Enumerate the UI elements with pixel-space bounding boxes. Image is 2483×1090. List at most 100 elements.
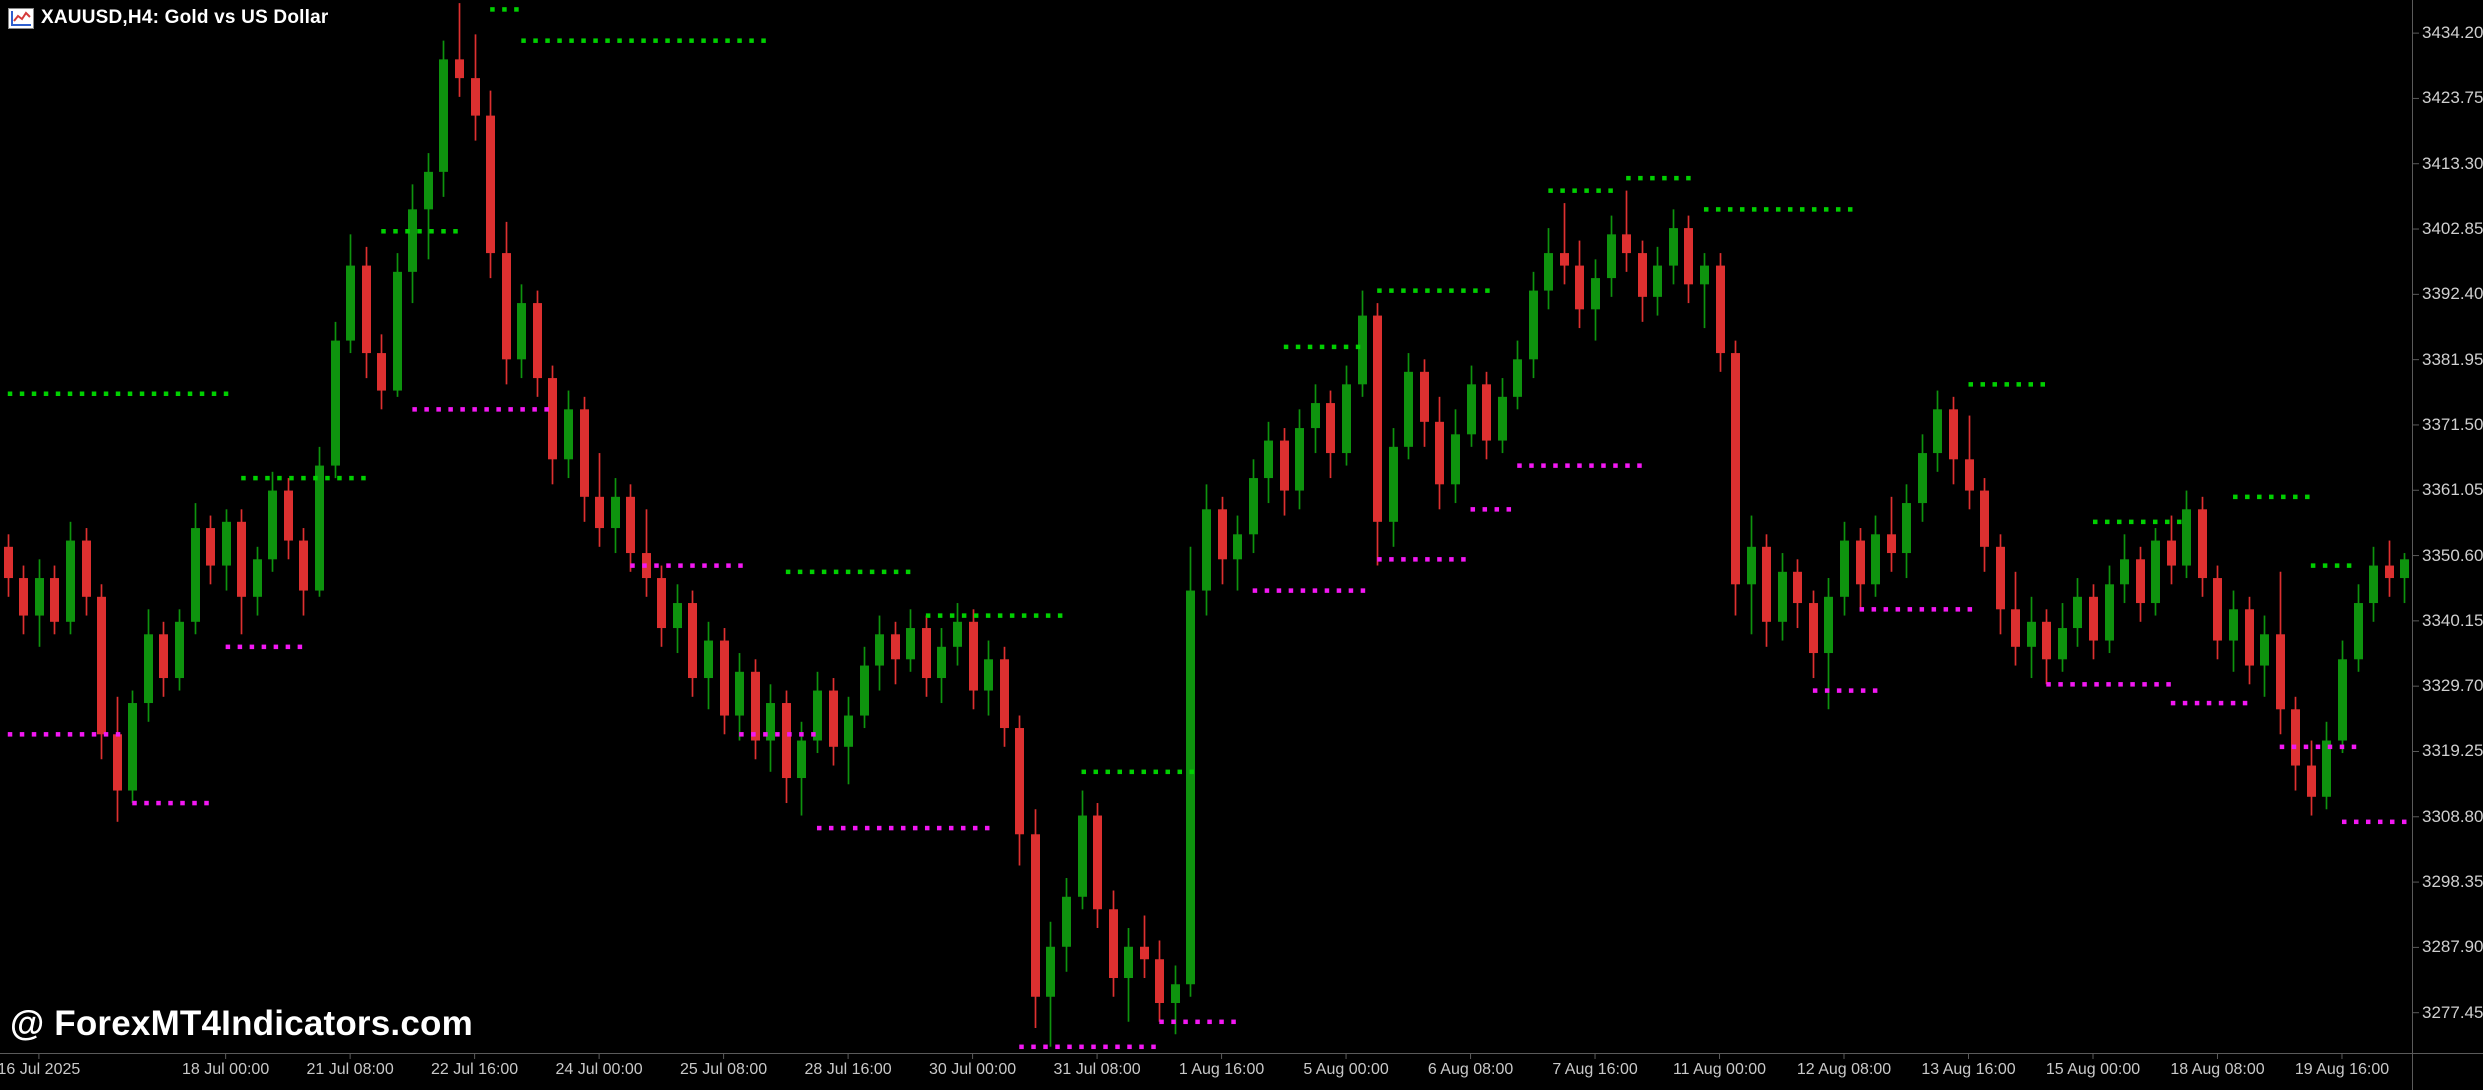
candle — [517, 284, 526, 379]
candle — [1451, 409, 1460, 504]
candle — [1840, 521, 1849, 616]
price-label: 3381.95 — [2422, 349, 2483, 369]
support-dotted-line — [739, 732, 816, 737]
candle — [1498, 378, 1507, 454]
candle — [2011, 571, 2020, 666]
candle — [1435, 396, 1444, 510]
candle — [1249, 459, 1258, 554]
candle — [1747, 515, 1756, 635]
candle — [1996, 534, 2005, 635]
candle — [1933, 390, 1942, 472]
chart-title-bar: XAUUSD,H4: Gold vs US Dollar — [8, 7, 328, 29]
support-dotted-line — [7, 732, 121, 737]
candle — [2245, 596, 2254, 685]
time-label: 18 Jul 00:00 — [182, 1061, 270, 1078]
candle — [626, 484, 635, 572]
candle — [1295, 409, 1304, 510]
support-dotted-line — [1019, 1044, 1156, 1050]
time-label: 11 Aug 00:00 — [1672, 1061, 1767, 1078]
candle — [782, 690, 791, 804]
candle — [66, 521, 75, 635]
candle — [1700, 253, 1709, 329]
time-axis[interactable]: 16 Jul 2025 18 Jul 00:00 21 Jul 08:00 22 Ju… — [0, 1054, 2412, 1090]
resistance-dotted-line — [1283, 344, 1361, 350]
candle — [1031, 809, 1040, 1029]
candle — [829, 678, 838, 766]
candle — [1140, 915, 1149, 979]
support-dotted-line — [2341, 819, 2407, 825]
candle — [1046, 921, 1055, 1047]
resistance-dotted-line — [1377, 288, 1490, 293]
candle — [315, 446, 324, 597]
resistance-dotted-line — [1626, 175, 1691, 181]
resistance-dotted-line — [7, 391, 229, 397]
price-label: 3434.20 — [2422, 23, 2483, 43]
candle — [175, 609, 184, 691]
candle — [2322, 721, 2331, 810]
candle — [1731, 340, 1740, 616]
candle — [1669, 209, 1678, 285]
candle — [1544, 228, 1553, 310]
candle — [299, 528, 308, 616]
candle — [2027, 596, 2036, 679]
candle — [1513, 340, 1522, 410]
candle — [1684, 215, 1693, 304]
candle — [1575, 240, 1584, 329]
time-label: 13 Aug 16:00 — [1921, 1061, 2016, 1078]
candle — [486, 90, 495, 279]
price-label: 3277.45 — [2422, 1002, 2483, 1022]
candle — [1949, 396, 1958, 485]
candle — [2307, 740, 2316, 816]
candle — [222, 509, 231, 591]
candle — [813, 671, 822, 754]
candle — [97, 584, 106, 760]
price-label: 3371.50 — [2422, 414, 2483, 434]
candle — [657, 565, 666, 647]
candle — [937, 628, 946, 704]
candle — [1155, 940, 1164, 1022]
candle — [2073, 578, 2082, 647]
candle — [1280, 428, 1289, 516]
price-label: 3308.80 — [2422, 806, 2483, 826]
candle — [1887, 496, 1896, 572]
candle — [1311, 384, 1320, 454]
candle — [113, 696, 122, 822]
candle — [1918, 434, 1927, 522]
candle — [533, 290, 542, 397]
support-dotted-line — [1252, 588, 1366, 593]
resistance-dotted-line — [1968, 382, 2046, 387]
candle — [1109, 890, 1118, 997]
resistance-dotted-line — [785, 569, 911, 575]
candle — [268, 471, 277, 572]
candle — [891, 621, 900, 685]
candle — [1902, 484, 1911, 579]
candle — [1809, 590, 1818, 679]
candle — [1389, 428, 1398, 547]
candle — [984, 640, 993, 716]
candle — [2291, 696, 2300, 791]
candle — [50, 565, 59, 635]
time-label: 7 Aug 16:00 — [1552, 1061, 1638, 1078]
candle — [2369, 546, 2378, 622]
price-label: 3402.85 — [2422, 219, 2483, 239]
candle — [2105, 565, 2114, 654]
time-label: 18 Aug 08:00 — [2170, 1061, 2265, 1078]
chart-icon — [8, 7, 34, 29]
time-label: 16 Jul 2025 — [0, 1061, 81, 1078]
resistance-dotted-line — [1703, 207, 1853, 212]
candle — [2167, 515, 2176, 585]
candle — [1560, 203, 1569, 285]
price-label: 3319.25 — [2422, 741, 2483, 761]
candle — [1358, 290, 1367, 397]
candle — [424, 153, 433, 260]
resistance-dotted-line — [2310, 563, 2352, 568]
candle — [362, 246, 371, 379]
candle — [35, 559, 44, 647]
candle — [766, 684, 775, 772]
candle — [1871, 515, 1880, 597]
price-axis[interactable]: 3434.20 3423.75 3413.30 3402.85 3392.40 3381.… — [2413, 0, 2483, 1090]
candle — [595, 453, 604, 547]
price-label: 3340.15 — [2422, 610, 2483, 630]
